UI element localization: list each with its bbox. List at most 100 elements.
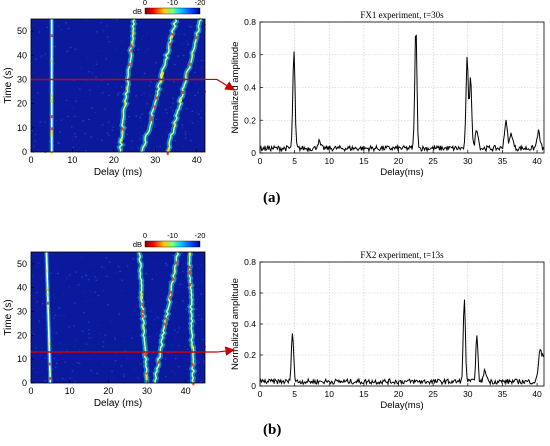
heatmap-speckle xyxy=(40,57,42,59)
echo-hotspot xyxy=(170,35,173,39)
y-tick-label: 50 xyxy=(17,26,27,36)
heatmap-speckle xyxy=(151,357,154,359)
echo-hotspot xyxy=(169,42,172,46)
heatmap-speckle xyxy=(86,80,88,82)
heatmap-speckle xyxy=(197,91,199,94)
echo-hotspot xyxy=(50,58,53,62)
heatmap-speckle xyxy=(198,368,200,370)
heatmap-speckle xyxy=(68,326,71,328)
heatmap-speckle xyxy=(185,40,188,42)
heatmap-speckle xyxy=(132,258,135,260)
heatmap-speckle xyxy=(146,103,149,105)
heatmap-speckle xyxy=(141,135,143,137)
echo-hotspot xyxy=(130,44,133,48)
heatmap-speckle xyxy=(74,48,77,50)
x-tick-label: 25 xyxy=(428,156,438,166)
heatmap-speckle xyxy=(82,290,84,292)
heatmap-speckle xyxy=(99,333,102,335)
heatmap-speckle xyxy=(41,55,43,57)
heatmap-speckle xyxy=(79,88,81,90)
heatmap-speckle xyxy=(37,37,39,39)
heatmap-speckle xyxy=(175,357,177,360)
heatmap-speckle xyxy=(57,142,59,144)
heatmap-speckle xyxy=(46,57,48,59)
heatmap-speckle xyxy=(74,133,76,135)
heatmap-speckle xyxy=(75,271,77,273)
heatmap-speckle xyxy=(111,323,113,325)
heatmap-speckle xyxy=(75,100,77,102)
heatmap-speckle xyxy=(90,107,93,109)
heatmap-speckle xyxy=(203,363,205,365)
heatmap-speckle xyxy=(154,352,156,354)
echo-hotspot xyxy=(150,116,153,120)
heatmap-speckle xyxy=(138,115,141,117)
heatmap-speckle xyxy=(72,146,74,148)
heatmap-speckle xyxy=(142,35,144,37)
heatmap-speckle xyxy=(85,300,87,302)
heatmap-speckle xyxy=(141,113,143,115)
heatmap-speckle xyxy=(152,75,154,77)
heatmap-speckle xyxy=(151,100,153,102)
heatmap-speckle xyxy=(105,275,108,277)
x-axis-label: Delay(ms) xyxy=(380,167,423,178)
heatmap-speckle xyxy=(149,94,151,96)
heatmap-speckle xyxy=(59,314,61,317)
heatmap-speckle xyxy=(154,62,157,64)
x-axis-label: Delay(ms) xyxy=(380,400,423,411)
heatmap-speckle xyxy=(150,137,153,139)
heatmap-speckle xyxy=(185,309,187,311)
heatmap-speckle xyxy=(181,252,183,254)
echo-hotspot xyxy=(161,71,164,75)
heatmap-speckle xyxy=(82,120,85,122)
heatmap-speckle xyxy=(104,108,106,110)
x-tick-label: 15 xyxy=(359,389,369,399)
heatmap-speckle xyxy=(129,109,131,111)
heatmap-speckle xyxy=(80,67,82,69)
heatmap-speckle xyxy=(71,370,74,372)
heatmap-speckle xyxy=(80,257,83,259)
heatmap-speckle xyxy=(111,129,113,131)
echo-track xyxy=(45,252,52,383)
echo-hotspot xyxy=(130,49,133,53)
heatmap-speckle xyxy=(171,370,173,372)
heatmap-speckle xyxy=(200,293,202,295)
heatmap-speckle xyxy=(107,121,110,123)
heatmap-speckle xyxy=(49,294,52,296)
echo-hotspot xyxy=(167,147,170,151)
heatmap-speckle xyxy=(162,357,165,359)
heatmap-speckle xyxy=(186,348,189,350)
echo-hotspot xyxy=(142,314,144,318)
heatmap-speckle xyxy=(85,150,87,152)
heatmap-speckle xyxy=(137,288,139,290)
heatmap-speckle xyxy=(38,320,41,322)
heatmap-speckle xyxy=(124,350,127,352)
heatmap-speckle xyxy=(176,331,179,333)
y-tick-label: 10 xyxy=(17,123,27,133)
heatmap-speckle xyxy=(31,141,33,143)
heatmap-speckle xyxy=(47,368,49,370)
heatmap-speckle xyxy=(144,51,147,53)
heatmap-speckle xyxy=(157,75,159,77)
heatmap-speckle xyxy=(38,31,41,33)
heatmap-speckle xyxy=(158,336,161,338)
x-tick-label: 30 xyxy=(150,155,160,165)
y-tick-label: 0.6 xyxy=(244,50,256,60)
heatmap-speckle xyxy=(164,262,167,265)
heatmap-speckle xyxy=(53,317,55,319)
heatmap-speckle xyxy=(88,329,90,331)
echo-hotspot xyxy=(167,149,170,153)
echo-hotspot xyxy=(164,323,167,327)
heatmap-speckle xyxy=(196,146,198,148)
heatmap-speckle xyxy=(155,315,157,317)
echo-track xyxy=(166,18,203,153)
heatmap-speckle xyxy=(140,94,143,96)
heatmap-speckle xyxy=(187,42,189,44)
heatmap-speckle xyxy=(65,51,67,53)
echo-hotspot xyxy=(47,306,50,310)
x-tick-label: 0 xyxy=(28,386,33,396)
heatmap-speckle xyxy=(181,43,183,45)
heatmap-speckle xyxy=(129,329,131,331)
y-tick-label: 0 xyxy=(22,147,27,157)
heatmap-speckle xyxy=(34,140,37,142)
echo-hotspot xyxy=(142,326,145,330)
